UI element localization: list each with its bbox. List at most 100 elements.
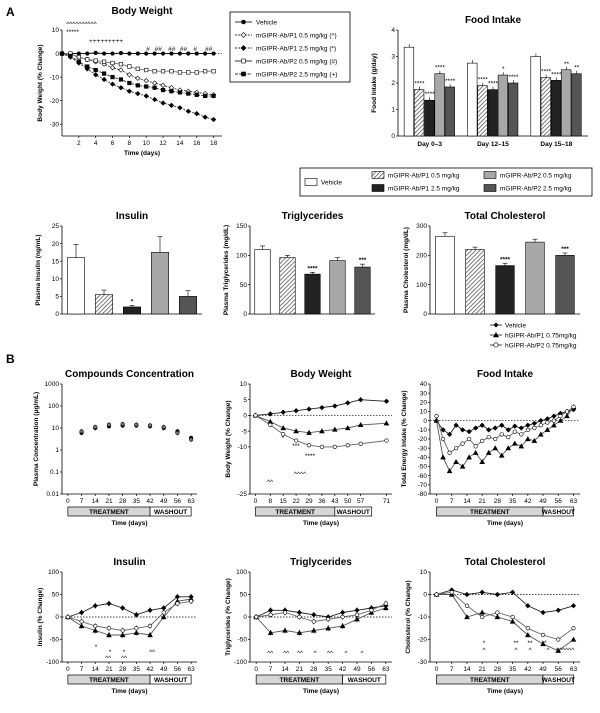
data-point bbox=[453, 459, 459, 465]
chart-title: Body Weight bbox=[291, 369, 353, 380]
data-point bbox=[152, 51, 157, 56]
y-tick-label: -5 bbox=[241, 428, 247, 435]
data-point bbox=[186, 91, 191, 96]
chart-A-food: 0 1 2 3 4 Food Intake (g/day) Food Intake Day 0… bbox=[371, 15, 588, 148]
y-tick-label: -100 bbox=[46, 659, 59, 666]
data-point bbox=[297, 614, 302, 620]
data-point bbox=[93, 623, 98, 629]
y-tick-label: 20 bbox=[420, 400, 428, 407]
bar bbox=[434, 73, 445, 137]
bar bbox=[487, 89, 498, 137]
data-point bbox=[79, 429, 84, 434]
data-point bbox=[147, 623, 153, 629]
x-tick-label: 21 bbox=[296, 666, 304, 673]
x-tick-label: 56 bbox=[174, 666, 182, 673]
series-line bbox=[67, 596, 192, 618]
x-tick-label: 0 bbox=[254, 498, 258, 505]
data-point bbox=[59, 51, 65, 56]
data-point bbox=[118, 67, 124, 73]
treatment-label: TREATMENT bbox=[275, 509, 315, 516]
data-point bbox=[459, 463, 466, 469]
data-point bbox=[518, 443, 525, 449]
data-point bbox=[126, 72, 132, 78]
washout-bar bbox=[149, 506, 192, 517]
data-point bbox=[319, 404, 325, 411]
significance-label: ^^ bbox=[267, 650, 274, 657]
data-point bbox=[480, 438, 485, 443]
data-point bbox=[202, 114, 208, 120]
data-point bbox=[211, 51, 216, 56]
y-tick-label: 0 bbox=[243, 614, 247, 621]
legend-marker bbox=[240, 32, 247, 38]
data-point bbox=[267, 629, 274, 635]
data-point bbox=[453, 422, 459, 428]
data-point bbox=[106, 600, 112, 607]
data-point bbox=[203, 93, 208, 99]
data-point bbox=[525, 422, 531, 428]
data-point bbox=[446, 431, 453, 438]
x-axis-label: Time (days) bbox=[124, 150, 160, 157]
data-point bbox=[152, 80, 158, 86]
y-tick-label: 50 bbox=[240, 592, 248, 599]
x-tick-label: 42 bbox=[524, 498, 532, 505]
bar bbox=[435, 235, 455, 315]
data-point bbox=[306, 406, 312, 412]
chart-A-bw: -30 -20 -10 0 10 Body Weight (% Change) Body W… bbox=[37, 6, 222, 157]
data-point bbox=[499, 432, 504, 437]
bar bbox=[179, 296, 197, 315]
y-tick-label: -20 bbox=[418, 637, 428, 644]
y-tick-label: 300 bbox=[416, 223, 427, 230]
data-point bbox=[144, 84, 149, 89]
significance-label: **** bbox=[508, 74, 519, 81]
data-point bbox=[540, 632, 546, 638]
data-point bbox=[383, 420, 390, 426]
x-axis-label: Time (days) bbox=[111, 520, 147, 527]
data-point bbox=[473, 425, 479, 431]
significance-label: * bbox=[282, 435, 285, 442]
data-point bbox=[169, 69, 174, 74]
x-tick-label: 0 bbox=[66, 666, 70, 673]
legend-marker bbox=[241, 19, 246, 25]
y-tick-label: 0 bbox=[55, 311, 59, 318]
data-point bbox=[495, 610, 500, 615]
data-point bbox=[479, 422, 485, 428]
panel-label-a: A bbox=[6, 5, 15, 19]
y-tick-label: -10 bbox=[418, 427, 428, 434]
series-line bbox=[67, 600, 192, 631]
chart-title: Triglycerides bbox=[282, 211, 344, 222]
legend-label: hGIPR-Ab/P1 0.75mg/kg bbox=[505, 332, 577, 339]
data-point bbox=[118, 85, 124, 91]
data-point bbox=[498, 452, 505, 458]
significance-label: **** bbox=[445, 78, 456, 85]
x-tick-label: 8 bbox=[128, 140, 132, 147]
data-point bbox=[133, 629, 140, 635]
x-tick-label: 7 bbox=[80, 666, 84, 673]
data-point bbox=[194, 51, 199, 56]
data-point bbox=[494, 614, 501, 620]
data-point bbox=[144, 67, 149, 73]
significance-label: **** bbox=[425, 91, 436, 98]
data-point bbox=[109, 81, 116, 87]
chart-A-tg: 0 50 100 150 Plasma Triglycerides (mg/dL) Tri… bbox=[223, 211, 375, 318]
data-point bbox=[143, 93, 149, 99]
data-point bbox=[446, 468, 453, 474]
y-tick-label: 5 bbox=[243, 397, 247, 404]
legend-label: mGIPR-Ab/P1 0.5 mg/kg (^) bbox=[256, 32, 337, 39]
significance-label: ** bbox=[564, 61, 570, 68]
treatment-label: TREATMENT bbox=[280, 677, 320, 684]
data-point bbox=[106, 626, 112, 631]
data-point bbox=[512, 429, 517, 434]
data-point bbox=[211, 69, 216, 74]
data-point bbox=[135, 66, 140, 71]
x-tick-label: 0 bbox=[435, 666, 439, 673]
data-point bbox=[127, 80, 132, 86]
y-tick-label: 10 bbox=[240, 381, 248, 388]
data-point bbox=[160, 100, 166, 106]
data-point bbox=[177, 90, 182, 95]
x-tick-label: 21 bbox=[105, 666, 113, 673]
treatment-label: TREATMENT bbox=[89, 509, 129, 516]
y-tick-label: -100 bbox=[234, 659, 247, 666]
data-point bbox=[296, 629, 303, 635]
bar bbox=[414, 89, 425, 137]
data-point bbox=[161, 610, 166, 615]
